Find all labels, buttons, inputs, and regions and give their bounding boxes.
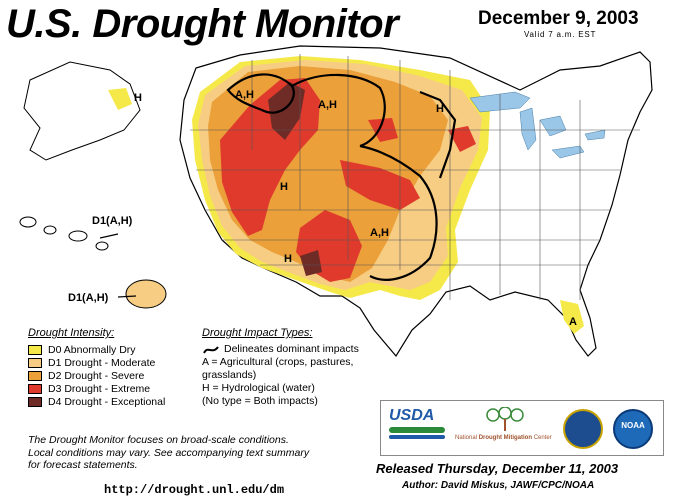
legend-label: D4 Drought - Exceptional [48, 395, 166, 408]
hawaii-islands [19, 216, 167, 309]
label-alaska: H [134, 92, 142, 104]
ndmc-logo: National Drought Mitigation Center [455, 407, 552, 451]
intensity-legend: Drought Intensity: D0 Abnormally Dry D1 D… [28, 327, 165, 408]
legend-label: D1 Drought - Moderate [48, 356, 156, 369]
disclaimer-note: The Drought Monitor focuses on broad-sca… [28, 434, 310, 471]
legend-label: D2 Drought - Severe [48, 369, 145, 382]
author-credit: Author: David Miskus, JAWF/CPC/NOAA [402, 480, 595, 491]
label-southwest: H [284, 253, 292, 265]
d0-florida [560, 300, 584, 334]
impact-none: (No type = Both impacts) [202, 395, 318, 407]
legend-swatch [28, 396, 42, 407]
impact-line-row: Delineates dominant impacts [202, 343, 359, 356]
alaska-land [23, 61, 141, 161]
legend-swatch [28, 383, 42, 394]
label-hawaii-2: D1(A,H) [68, 292, 109, 304]
label-florida: A [569, 316, 577, 328]
legend-row: D4 Drought - Exceptional [28, 395, 165, 408]
impact-a-2: grasslands) [202, 369, 257, 381]
release-date: Released Thursday, December 11, 2003 [376, 461, 619, 476]
impact-legend: Drought Impact Types: Delineates dominan… [202, 327, 359, 408]
map-date: December 9, 2003 [478, 8, 639, 29]
label-nw: A,H [235, 89, 254, 101]
legend-swatch [28, 370, 42, 381]
label-great-basin: H [280, 181, 288, 193]
alaska-d0 [108, 88, 132, 110]
d3-region-mn [448, 126, 476, 152]
valid-time: Valid 7 a.m. EST [524, 30, 597, 39]
legend-row: D2 Drought - Severe [28, 369, 165, 382]
intensity-heading: Drought Intensity: [28, 327, 115, 339]
impact-line-label: Delineates dominant impacts [224, 343, 359, 355]
noaa-logo-icon: NOAA [613, 409, 653, 449]
doc-seal-icon [563, 409, 603, 449]
legend-swatch [28, 357, 42, 368]
website-link[interactable]: http://drought.unl.edu/dm [104, 483, 285, 497]
legend-label: D3 Drought - Extreme [48, 382, 151, 395]
ndmc-text: National Drought Mitigation Center [455, 435, 552, 441]
page-title: U.S. Drought Monitor [6, 2, 399, 46]
impact-a: A = Agricultural (crops, pastures, [202, 356, 354, 368]
hawaii-pointers [99, 233, 137, 298]
impact-h: H = Hydrological (water) [202, 382, 315, 394]
noaa-text: NOAA [621, 421, 645, 430]
usda-text: USDA [389, 407, 435, 424]
impact-heading: Drought Impact Types: [202, 327, 313, 339]
legend-row: D0 Abnormally Dry [28, 343, 165, 356]
ndmc-tree-icon [486, 407, 524, 431]
label-plains: A,H [370, 227, 389, 239]
d4-region-sw [300, 250, 322, 276]
impact-lines [226, 73, 457, 281]
usda-logo: USDA [389, 407, 445, 447]
partner-logos: USDA National Drought Mitigation Center … [380, 400, 664, 456]
legend-row: D1 Drought - Moderate [28, 356, 165, 369]
legend-row: D3 Drought - Extreme [28, 382, 165, 395]
label-north: A,H [318, 99, 337, 111]
label-hawaii-1: D1(A,H) [92, 215, 133, 227]
legend-swatch [28, 344, 42, 355]
label-upper-midwest: H [436, 103, 444, 115]
impact-line-icon [203, 345, 219, 354]
d4-region-nw [268, 82, 305, 140]
legend-label: D0 Abnormally Dry [48, 343, 136, 356]
